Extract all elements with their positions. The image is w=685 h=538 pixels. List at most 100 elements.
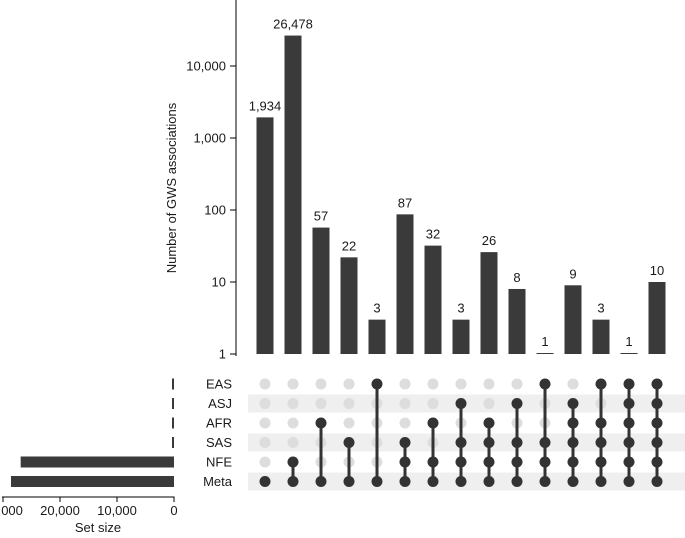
intersection-bar-0: [256, 117, 274, 354]
set-name-afr: AFR: [206, 416, 232, 431]
matrix-dot-off-8-eas: [483, 378, 495, 390]
matrix-dot-on-14-eas: [651, 378, 663, 390]
set-size-bar-meta: [10, 476, 175, 487]
matrix-dot-on-8-afr: [483, 417, 495, 429]
intersection-bar-6: [424, 245, 442, 354]
matrix-dot-on-11-nfe: [567, 456, 579, 468]
matrix-dot-on-13-afr: [623, 417, 635, 429]
intersection-bar-10: [536, 353, 554, 354]
matrix-dot-on-6-meta: [427, 476, 439, 487]
matrix-dot-on-9-meta: [511, 476, 523, 487]
intersection-bar-9: [508, 288, 526, 354]
matrix-dot-on-13-meta: [623, 476, 635, 487]
matrix-dot-on-9-sas: [511, 437, 523, 448]
intersection-value-label-7: 3: [457, 301, 464, 316]
set-size-bar-nfe: [20, 456, 175, 468]
set-size-bar-eas: [172, 378, 174, 390]
matrix-dot-on-0-meta: [259, 476, 271, 487]
matrix-dot-off-1-afr: [287, 417, 299, 429]
matrix-dot-on-4-eas: [371, 378, 383, 390]
intersection-value-label-11: 9: [569, 266, 576, 281]
matrix-dot-off-5-afr: [399, 417, 411, 429]
intersection-bar-4: [368, 319, 386, 354]
intersection-bar-11: [564, 285, 582, 354]
set-size-tick-label-3: 0: [170, 503, 177, 518]
matrix-dot-off-6-eas: [427, 378, 439, 390]
set-name-eas: EAS: [206, 377, 232, 392]
matrix-dot-on-7-nfe: [455, 456, 467, 468]
intersection-bar-5: [396, 214, 414, 354]
matrix-dot-on-1-meta: [287, 476, 299, 487]
matrix-dot-on-14-meta: [651, 476, 663, 487]
matrix-dot-on-8-nfe: [483, 456, 495, 468]
matrix-dot-on-12-nfe: [595, 456, 607, 468]
intersection-bar-7: [452, 319, 470, 354]
matrix-dot-on-8-meta: [483, 476, 495, 487]
intersection-value-label-4: 3: [373, 301, 380, 316]
matrix-dot-on-14-asj: [651, 398, 663, 409]
matrix-dot-off-3-asj: [343, 398, 355, 409]
matrix-dot-on-11-asj: [567, 398, 579, 409]
intersection-value-label-9: 8: [513, 270, 520, 285]
set-size-tick-label-1: 20,000: [40, 503, 80, 518]
matrix-dot-off-5-asj: [399, 398, 411, 409]
intersection-bar-13: [620, 353, 638, 354]
matrix-dot-on-12-meta: [595, 476, 607, 487]
matrix-dot-on-5-nfe: [399, 456, 411, 468]
matrix-dot-off-11-eas: [567, 378, 579, 390]
matrix-dot-on-7-asj: [455, 398, 467, 409]
intersection-bar-3: [340, 257, 358, 354]
matrix-dot-on-6-afr: [427, 417, 439, 429]
matrix-dot-on-14-sas: [651, 437, 663, 448]
intersection-value-label-14: 10: [650, 263, 664, 278]
intersection-bar-2: [312, 227, 330, 354]
matrix-dot-on-9-nfe: [511, 456, 523, 468]
matrix-dot-on-11-afr: [567, 417, 579, 429]
set-size-bar-sas: [172, 437, 174, 448]
matrix-dot-off-6-asj: [427, 398, 439, 409]
matrix-dot-on-5-meta: [399, 476, 411, 487]
intersection-value-label-3: 22: [342, 238, 356, 253]
matrix-dot-on-10-meta: [539, 476, 551, 487]
y-tick-label-4: 10,000: [186, 59, 226, 74]
matrix-dot-on-9-asj: [511, 398, 523, 409]
matrix-dot-off-5-eas: [399, 378, 411, 390]
matrix-dot-on-10-sas: [539, 437, 551, 448]
matrix-dot-on-2-afr: [315, 417, 327, 429]
matrix-dot-on-5-sas: [399, 437, 411, 448]
matrix-dot-on-14-afr: [651, 417, 663, 429]
matrix-dot-on-12-eas: [595, 378, 607, 390]
matrix-dot-on-13-eas: [623, 378, 635, 390]
set-name-meta: Meta: [203, 474, 233, 489]
set-size-bar-afr: [172, 417, 174, 429]
intersection-value-label-0: 1,934: [249, 98, 282, 113]
matrix-dot-on-3-meta: [343, 476, 355, 487]
intersection-value-label-2: 57: [314, 209, 328, 224]
matrix-dot-off-3-eas: [343, 378, 355, 390]
matrix-dot-off-1-eas: [287, 378, 299, 390]
set-name-asj: ASJ: [208, 396, 232, 411]
matrix-dot-on-2-meta: [315, 476, 327, 487]
intersection-bar-14: [648, 282, 666, 354]
intersection-value-label-8: 26: [482, 233, 496, 248]
set-name-nfe: NFE: [206, 455, 232, 470]
intersection-value-label-10: 1: [541, 334, 548, 349]
intersection-value-label-6: 32: [426, 227, 440, 242]
intersection-value-label-12: 3: [597, 301, 604, 316]
set-name-sas: SAS: [206, 435, 232, 450]
y-tick-label-0: 1: [219, 347, 226, 362]
set-size-bar-asj: [172, 398, 174, 409]
matrix-dot-on-10-eas: [539, 378, 551, 390]
intersection-value-label-5: 87: [398, 195, 412, 210]
set-size-tick-label-0: 30,000: [0, 503, 23, 518]
matrix-dot-on-14-nfe: [651, 456, 663, 468]
matrix-dot-on-3-sas: [343, 437, 355, 448]
matrix-dot-off-1-asj: [287, 398, 299, 409]
matrix-dot-on-4-meta: [371, 476, 383, 487]
matrix-dot-on-7-meta: [455, 476, 467, 487]
matrix-dot-off-0-nfe: [259, 456, 271, 468]
matrix-dot-on-12-afr: [595, 417, 607, 429]
matrix-dot-off-3-afr: [343, 417, 355, 429]
